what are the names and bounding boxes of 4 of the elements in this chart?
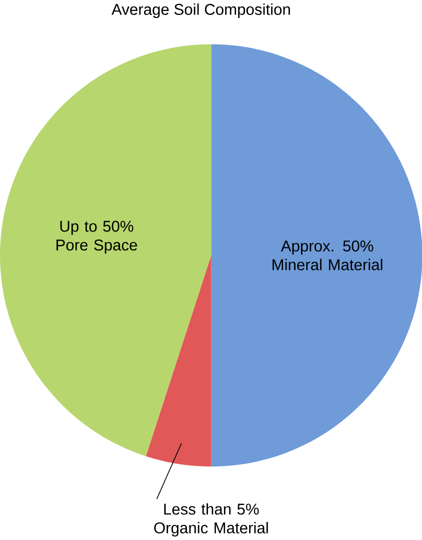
slice-label: Up to 50% Pore Space bbox=[56, 220, 137, 254]
chart-title: Average Soil Composition bbox=[111, 3, 290, 18]
slice-label: Less than 5% Organic Material bbox=[154, 503, 268, 537]
slice-label: Approx. 50% Mineral Material bbox=[272, 240, 382, 270]
